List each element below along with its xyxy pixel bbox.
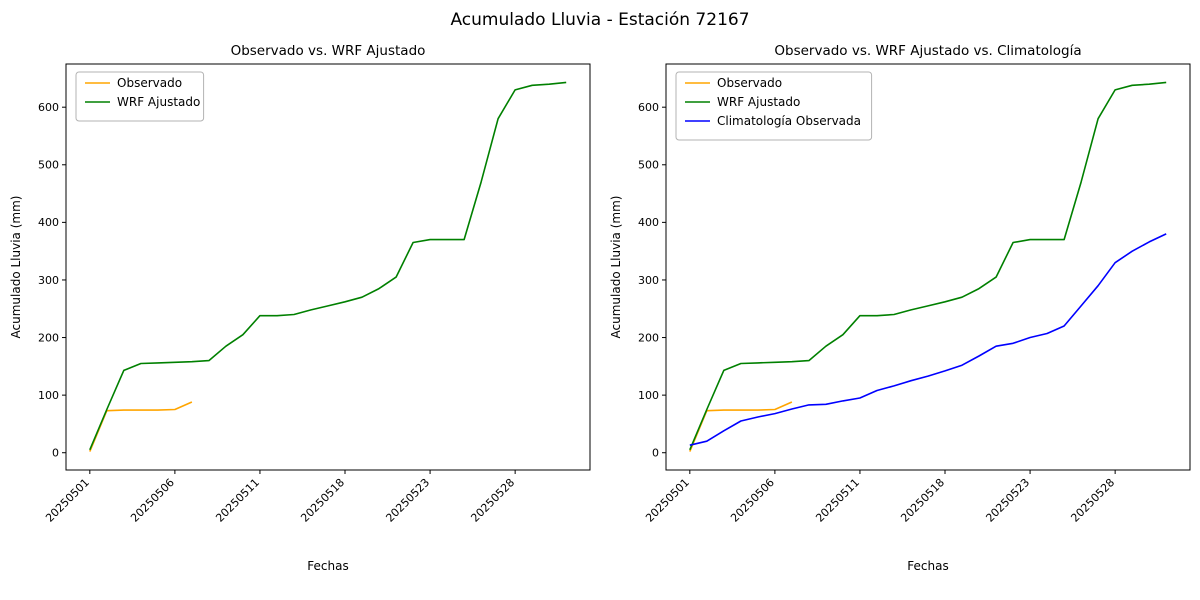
axes-frame — [65, 63, 591, 471]
x-tick-label: 20250523 — [983, 476, 1032, 525]
legend-label: Observado — [717, 76, 782, 90]
x-axis-label: Fechas — [307, 559, 348, 573]
subplot-title: Observado vs. WRF Ajustado — [231, 43, 426, 59]
y-tick-label: 400 — [638, 216, 659, 229]
y-tick-label: 600 — [638, 101, 659, 114]
x-tick-label: 20250511 — [813, 476, 862, 525]
legend-label: Climatología Observada — [717, 114, 861, 128]
y-tick-label: 500 — [38, 159, 59, 172]
legend-box — [675, 71, 873, 141]
y-tick-label: 500 — [638, 159, 659, 172]
line-chart-svg: Observado vs. WRF Ajustado 0 100 200 300 400 5… — [9, 43, 591, 573]
x-tick-label: 20250518 — [298, 476, 347, 525]
x-tick-label: 20250518 — [898, 476, 947, 525]
figure-title: Acumulado Lluvia - Estación 72167 — [450, 10, 750, 30]
x-tick-label: 20250528 — [1068, 476, 1117, 525]
y-tick-label: 0 — [52, 447, 59, 460]
charts-row: Observado vs. WRF Ajustado 0 100 200 300 400 5… — [0, 34, 1200, 586]
y-tick-label: 100 — [638, 389, 659, 402]
x-tick-label: 20250506 — [728, 476, 777, 525]
y-tick-label: 0 — [652, 447, 659, 460]
x-tick-label: 20250511 — [213, 476, 262, 525]
series-line-wrf-ajustado — [689, 81, 1167, 451]
y-tick-label: 300 — [38, 274, 59, 287]
y-tick-label: 200 — [38, 331, 59, 344]
series-line-wrf-ajustado — [89, 81, 567, 451]
x-tick-label: 20250506 — [128, 476, 177, 525]
series-line-observado — [689, 401, 793, 452]
x-tick-label: 20250523 — [383, 476, 432, 525]
y-tick-label: 200 — [638, 331, 659, 344]
series-line-observado — [89, 401, 193, 452]
chart-observado-vs-wrf-vs-climatologia: Observado vs. WRF Ajustado vs. Climatolo… — [604, 34, 1200, 586]
x-tick-label: 20250501 — [643, 476, 692, 525]
y-tick-label: 400 — [38, 216, 59, 229]
y-axis-label: Acumulado Lluvia (mm) — [9, 196, 23, 339]
legend-box — [75, 71, 205, 122]
y-tick-label: 600 — [38, 101, 59, 114]
y-tick-label: 300 — [638, 274, 659, 287]
legend-label: WRF Ajustado — [717, 95, 800, 109]
chart-observado-vs-wrf: Observado vs. WRF Ajustado 0 100 200 300 400 5… — [4, 34, 604, 586]
x-tick-label: 20250501 — [43, 476, 92, 525]
y-axis-label: Acumulado Lluvia (mm) — [609, 196, 623, 339]
line-chart-svg: Observado vs. WRF Ajustado vs. Climatolo… — [609, 43, 1191, 573]
y-tick-label: 100 — [38, 389, 59, 402]
x-tick-label: 20250528 — [468, 476, 517, 525]
legend-label: WRF Ajustado — [117, 95, 200, 109]
subplot-title: Observado vs. WRF Ajustado vs. Climatolo… — [774, 43, 1081, 59]
x-axis-label: Fechas — [907, 559, 948, 573]
legend-label: Observado — [117, 76, 182, 90]
axes-frame — [665, 63, 1191, 471]
series-line-climatolog-a-observada — [689, 233, 1167, 446]
